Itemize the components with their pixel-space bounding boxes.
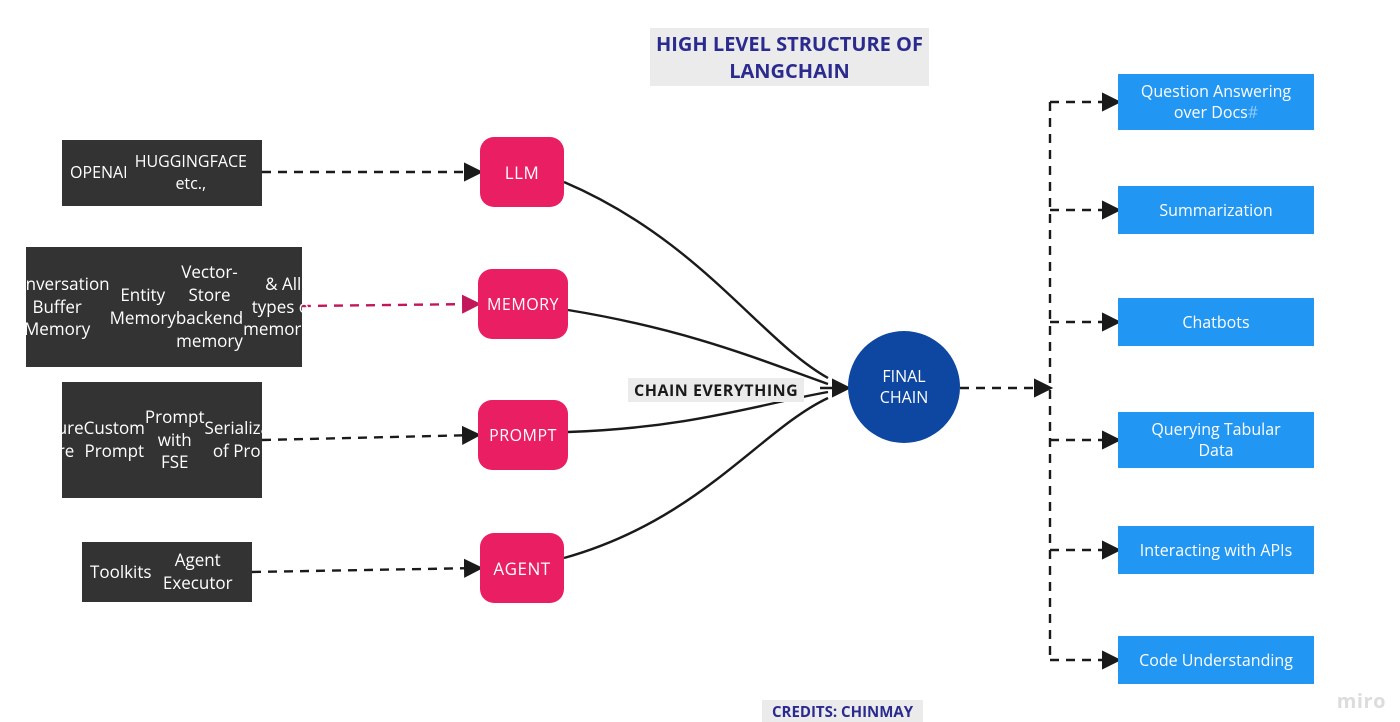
usecase-box-tabular: Querying TabularData (1118, 412, 1314, 468)
diagram-title: HIGH LEVEL STRUCTURE OF LANGCHAIN (650, 28, 929, 86)
usecase-box-apis: Interacting with APIs (1118, 526, 1314, 574)
source-box-prompt-types: Feature StoreCustom PromptPrompt with FS… (62, 382, 262, 498)
circle-line1: FINAL (882, 365, 925, 387)
usecase-box-qa: Question Answeringover Docs# (1118, 74, 1314, 130)
title-line1: HIGH LEVEL STRUCTURE OF (656, 30, 923, 57)
credits-label: CREDITS: CHINMAY (762, 700, 923, 722)
source-box-memory-types: Conversation Buffer MemoryEntity MemoryV… (26, 247, 302, 367)
diagram-canvas: HIGH LEVEL STRUCTURE OF LANGCHAIN OPENAI… (0, 0, 1400, 722)
final-chain-node: FINAL CHAIN (848, 331, 960, 443)
usecase-box-summ: Summarization (1118, 186, 1314, 234)
miro-watermark: miro (1337, 687, 1386, 714)
chain-everything-label: CHAIN EVERYTHING (628, 378, 804, 402)
usecase-box-chat: Chatbots (1118, 298, 1314, 346)
component-box-memory: MEMORY (478, 269, 568, 339)
source-box-openai: OPENAIHUGGINGFACE etc., (62, 140, 262, 206)
component-box-llm: LLM (480, 137, 564, 207)
usecase-box-code: Code Understanding (1118, 636, 1314, 684)
circle-line2: CHAIN (880, 386, 929, 408)
component-box-prompt: PROMPT (478, 400, 568, 470)
component-box-agent: AGENT (480, 533, 564, 603)
title-line2: LANGCHAIN (729, 57, 850, 84)
source-box-agent-types: ToolkitsAgent Executor (82, 542, 252, 602)
